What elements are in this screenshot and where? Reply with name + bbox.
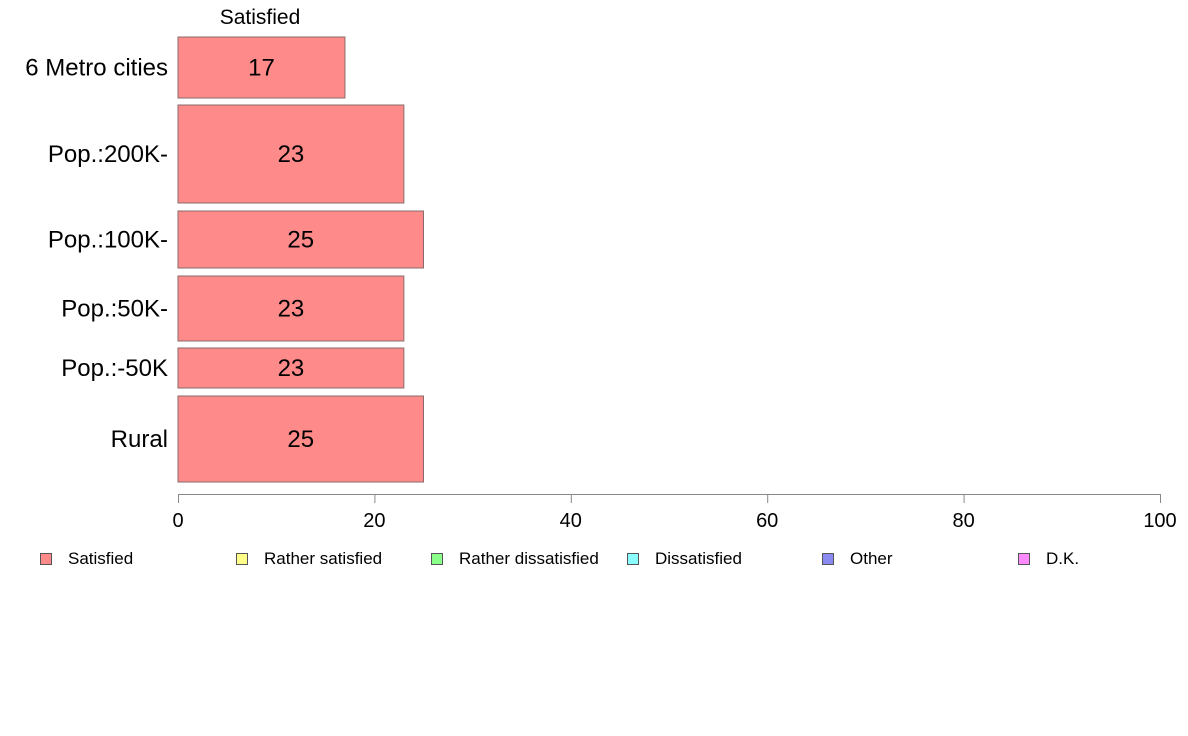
x-tick-label-4: 80 [952, 510, 974, 532]
bar-2 [177, 210, 424, 269]
category-label-5: Rural [111, 426, 168, 453]
x-tick-label-2: 40 [560, 510, 582, 532]
category-label-3: Pop.:50K- [61, 296, 168, 323]
x-tick-label-3: 60 [756, 510, 778, 532]
legend-label-4: Other [850, 549, 893, 568]
category-label-1: Pop.:200K- [48, 141, 168, 168]
bar-1 [177, 104, 405, 204]
legend-label-2: Rather dissatisfied [459, 549, 599, 568]
legend-label-0: Satisfied [68, 549, 134, 568]
legend-label-1: Rather satisfied [264, 549, 383, 568]
legend-item-2: Rather dissatisfied [431, 548, 599, 570]
data-label-3: 23 [278, 296, 305, 323]
chart: Satisfied 17 6 Metro cities 23 Pop.:200K- 25 P… [25, 6, 1176, 532]
legend-item-0: Satisfied [40, 548, 133, 570]
legend-label-5: D.K. [1046, 549, 1080, 568]
data-label-0: 17 [248, 55, 275, 82]
data-label-2: 25 [287, 227, 314, 254]
legend-swatch-0 [40, 553, 52, 565]
x-tick-label-5: 100 [1143, 510, 1176, 532]
legend-swatch-3 [627, 553, 639, 565]
legend-item-3: Dissatisfied [627, 548, 742, 570]
bar-4 [177, 347, 405, 389]
legend-item-5: D.K. [1018, 548, 1079, 570]
legend-swatch-4 [822, 553, 834, 565]
data-label-4: 23 [278, 355, 305, 382]
legend-item-1: Rather satisfied [236, 548, 382, 570]
data-label-5: 25 [287, 426, 314, 453]
category-label-2: Pop.:100K- [48, 227, 168, 254]
legend-item-4: Other [822, 548, 893, 570]
legend-swatch-5 [1018, 553, 1030, 565]
legend-label-3: Dissatisfied [655, 549, 742, 568]
x-tick-label-0: 0 [172, 510, 183, 532]
bar-0 [177, 36, 346, 99]
bar-3 [177, 275, 405, 342]
legend-swatch-1 [236, 553, 248, 565]
bar-5 [177, 395, 424, 483]
legend-swatch-2 [431, 553, 443, 565]
legend: Satisfied Rather satisfied Rather dissatis… [0, 548, 1188, 570]
data-label-1: 23 [278, 141, 305, 168]
series-header: Satisfied [220, 6, 301, 29]
x-tick-label-1: 20 [363, 510, 385, 532]
category-label-4: Pop.:-50K [61, 355, 168, 382]
category-label-0: 6 Metro cities [25, 55, 168, 82]
